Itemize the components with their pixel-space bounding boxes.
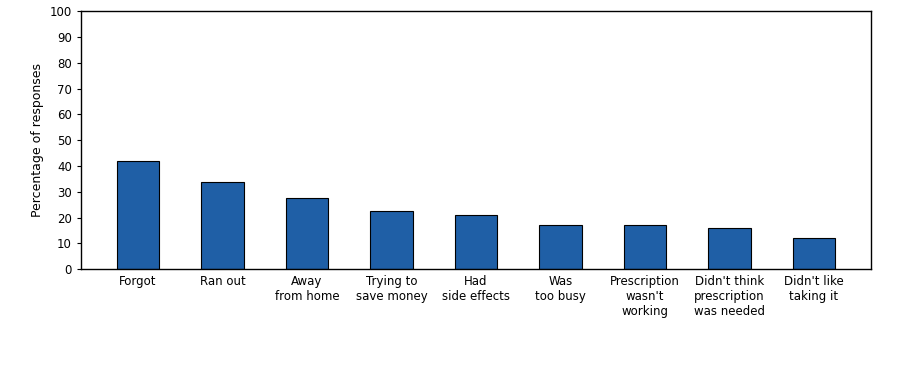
Bar: [117, 161, 159, 269]
Bar: [540, 226, 582, 269]
Bar: [793, 238, 835, 269]
Bar: [624, 226, 666, 269]
Bar: [286, 198, 328, 269]
Bar: [454, 215, 497, 269]
Bar: [709, 228, 751, 269]
Bar: [370, 211, 412, 269]
Bar: [201, 181, 243, 269]
Y-axis label: Percentage of responses: Percentage of responses: [31, 63, 44, 217]
